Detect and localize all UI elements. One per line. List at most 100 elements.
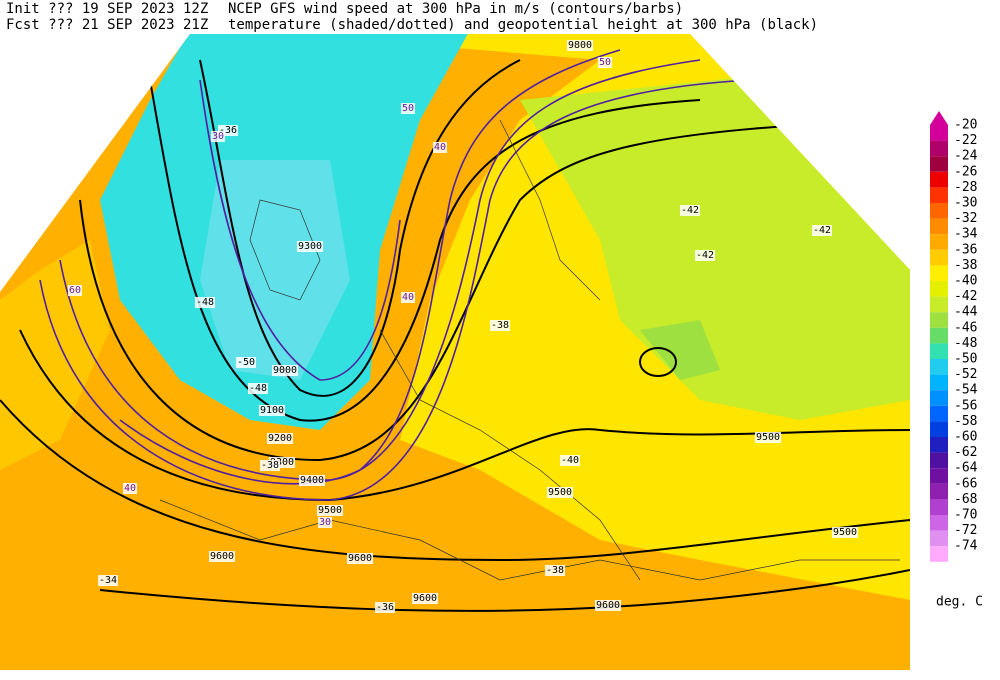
colorbar-label: -58 [954,414,977,429]
contour-label: -42 [813,225,831,236]
colorbar-label: -64 [954,461,978,476]
contour-label-bg [97,575,119,586]
contour-label-bg [559,455,581,466]
colorbar-unit: deg. C [936,595,983,610]
contour-label: -38 [546,565,564,576]
contour-label: -34 [99,575,117,586]
colorbar-arrow [930,111,948,125]
contour-label: 9500 [833,527,857,538]
contour-label: 50 [402,103,414,114]
colorbar-box [930,171,948,188]
title-line2: temperature (shaded/dotted) and geopoten… [228,17,818,33]
colorbar-box [930,390,948,406]
colorbar-box [930,249,948,266]
colorbar-box [930,312,948,328]
colorbar-box [930,218,948,235]
colorbar-box [930,437,948,453]
colorbar-box [930,296,948,313]
init-text: Init ??? 19 SEP 2023 12Z [6,1,208,17]
contour-label: -36 [376,602,394,613]
map-label-layer: 9100 9200 9300 9400 9500 9500 9600 9600 9600 9500… [67,40,859,613]
contour-label: 40 [124,483,136,494]
colorbar-label: -30 [954,196,977,211]
contour-label: 30 [212,131,224,142]
contour-label: 9000 [273,365,297,376]
shade-west [0,240,110,470]
title-line1: NCEP GFS wind speed at 300 hPa in m/s (c… [228,1,683,17]
shade-trough [200,160,350,380]
colorbar-box [930,203,948,219]
colorbar-label: -56 [954,398,977,413]
colorbar-box [930,405,948,422]
colorbar-label: -48 [954,336,977,351]
colorbar-label: -54 [954,383,978,398]
contour-label-bg [346,553,374,564]
contour-label-bg [317,517,333,528]
contour-label-bg [831,527,859,538]
colorbar-label: -52 [954,367,977,382]
colorbar-box [930,468,948,484]
colorbar-label: -60 [954,430,977,445]
contour-label-bg [316,505,344,516]
coastlines [159,119,900,581]
contour-label: 30 [319,517,331,528]
colorbar-label: -40 [954,274,977,289]
contour-label: 9200 [268,433,292,444]
contour-label-bg [298,475,326,486]
contour-label-bg [258,405,286,416]
colorbar-box [930,546,948,562]
colorbar-label: -28 [954,180,977,195]
contour-label-bg [811,225,833,236]
contour-label: 9600 [210,551,234,562]
contour-label: -38 [491,320,509,331]
contour-label-bg [122,483,138,494]
colorbar-box [930,343,948,359]
colorbar-label: -32 [954,211,977,226]
colorbar-label: -74 [954,539,978,554]
contour-label: 40 [434,142,446,153]
contour-label-bg [594,600,622,611]
colorbar-label: -38 [954,258,977,273]
colorbar-box [930,374,948,391]
colorbar-label: -66 [954,476,977,491]
colorbar-label: -24 [954,149,978,164]
contour-label-bg [411,593,439,604]
contour-label-bg [67,285,83,296]
contour-label: 9300 [270,457,294,468]
contour-label-bg [679,205,701,216]
contour-label-bg [544,565,566,576]
colorbar-label: -36 [954,242,977,257]
contour-label-bg [259,460,281,471]
contour-label-bg [489,320,511,331]
colorbar-label: -70 [954,508,977,523]
contour-label: 9100 [260,405,284,416]
contour-label: 50 [599,57,611,68]
contour-label: -36 [219,125,237,136]
contour-label-bg [400,292,416,303]
wind-contours [39,49,751,501]
contour-label-bg [235,357,257,368]
colorbar-box [930,281,948,297]
colorbar-label: -50 [954,352,977,367]
contour-label: 9500 [318,505,342,516]
colorbar-label: -72 [954,523,977,538]
colorbar-box [930,156,948,172]
contour-label: -42 [696,250,714,261]
contour-label-bg [546,487,574,498]
colorbar-box [930,265,948,281]
contour-label-bg [432,142,448,153]
colorbar-label: -44 [954,305,978,320]
colorbar-label: -34 [954,227,978,242]
contour-label-bg [271,365,299,376]
colorbar-box [930,499,948,515]
contour-label-bg [247,383,269,394]
colorbar-label: -46 [954,320,977,335]
colorbar-box [930,125,948,141]
colorbar-label: -26 [954,164,977,179]
contour-label: 9300 [298,241,322,252]
colorbar-label: -62 [954,445,977,460]
contour-label: -48 [249,383,267,394]
contour-label: 40 [402,292,414,303]
colorbar-box [930,421,948,437]
contour-label: -38 [261,460,279,471]
